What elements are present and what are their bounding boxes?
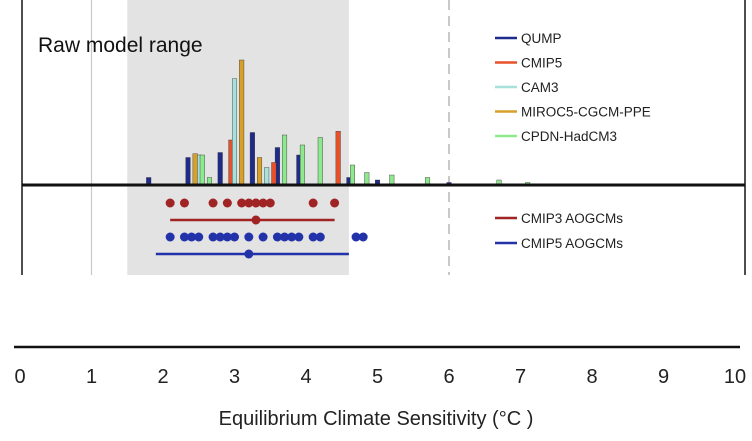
aogcm-points — [155, 198, 368, 259]
histogram-bar-cpdn-hadcm3 — [349, 164, 355, 186]
point-cmip5-aogcms — [287, 232, 297, 242]
point-cmip5-aogcms — [308, 232, 318, 242]
point-cmip5-aogcms — [222, 232, 232, 242]
legend: QUMP CMIP5 CAM3 MIROC5-CGCM-PPE CPDN-HadCM3 C… — [495, 31, 651, 251]
point-cmip3-aogcms — [258, 198, 268, 208]
x-tick-label: 4 — [300, 366, 311, 388]
histogram-bar-cam3 — [264, 167, 270, 186]
point-cmip5-aogcms — [215, 232, 225, 242]
mean-marker-cmip5-aogcms — [244, 249, 254, 259]
point-cmip5-aogcms — [280, 232, 290, 242]
point-cmip5-aogcms — [244, 232, 254, 242]
histogram-bar-miroc5-cgcm-ppe — [239, 59, 245, 186]
mean-marker-cmip3-aogcms — [251, 215, 261, 225]
x-tick-label: 0 — [14, 366, 25, 388]
x-tick-label: 7 — [515, 366, 526, 388]
histogram-bar-cmip5 — [335, 131, 341, 186]
x-tick-label: 3 — [229, 366, 240, 388]
point-cmip5-aogcms — [315, 232, 325, 242]
point-cmip5-aogcms — [194, 232, 204, 242]
point-cmip5-aogcms — [258, 232, 268, 242]
histogram-bar-cam3 — [231, 78, 237, 186]
histogram-bar-qump — [217, 152, 223, 186]
histogram-bar-cpdn-hadcm3 — [199, 154, 205, 186]
x-axis-label: Equilibrium Climate Sensitivity (°C ) — [219, 408, 534, 430]
legend-label-cmip5: CMIP5 — [521, 56, 562, 71]
x-tick-label: 2 — [157, 366, 168, 388]
point-cmip5-aogcms — [294, 232, 304, 242]
point-cmip3-aogcms — [222, 198, 232, 208]
legend-label-cam3: CAM3 — [521, 80, 559, 95]
x-tick-label: 8 — [586, 366, 597, 388]
histogram-bar-cpdn-hadcm3 — [299, 144, 305, 186]
point-cmip3-aogcms — [237, 198, 247, 208]
point-cmip5-aogcms — [358, 232, 368, 242]
histogram-bar-qump — [249, 132, 255, 186]
point-cmip5-aogcms — [165, 232, 175, 242]
legend-label-cmip3-aogcms: CMIP3 AOGCMs — [521, 211, 623, 226]
x-tick-label: 1 — [86, 366, 97, 388]
histogram-bar-miroc5-cgcm-ppe — [257, 157, 263, 186]
legend-label-miroc5-cgcm-ppe: MIROC5-CGCM-PPE — [521, 105, 651, 120]
histogram-bar-cpdn-hadcm3 — [364, 172, 370, 186]
point-cmip3-aogcms — [308, 198, 318, 208]
x-tick-label: 5 — [372, 366, 383, 388]
x-tick-label: 9 — [658, 366, 669, 388]
x-axis: 0 1 2 3 4 5 6 7 8 9 10 — [14, 345, 746, 388]
legend-label-cmip5-aogcms: CMIP5 AOGCMs — [521, 236, 623, 251]
x-tick-label: 10 — [724, 366, 746, 388]
point-cmip3-aogcms — [165, 198, 175, 208]
histogram-bar-cpdn-hadcm3 — [317, 137, 323, 186]
point-cmip3-aogcms — [265, 198, 275, 208]
legend-label-cpdn-hadcm3: CPDN-HadCM3 — [521, 129, 617, 144]
point-cmip5-aogcms — [179, 232, 189, 242]
plot-frame — [21, 0, 746, 275]
histogram-bar-qump — [185, 157, 191, 186]
point-cmip3-aogcms — [208, 198, 218, 208]
point-cmip5-aogcms — [272, 232, 282, 242]
raw-model-range-shading — [127, 0, 349, 275]
point-cmip3-aogcms — [244, 198, 254, 208]
point-cmip5-aogcms — [208, 232, 218, 242]
x-tick-label: 6 — [443, 366, 454, 388]
raw-model-range-label: Raw model range — [38, 34, 203, 57]
background-layer — [90, 0, 450, 275]
point-cmip5-aogcms — [187, 232, 197, 242]
point-cmip3-aogcms — [251, 198, 261, 208]
histogram-bar-miroc5-cgcm-ppe — [192, 153, 198, 186]
point-cmip3-aogcms — [179, 198, 189, 208]
histogram-bar-cpdn-hadcm3 — [282, 134, 288, 186]
legend-label-qump: QUMP — [521, 31, 562, 46]
point-cmip5-aogcms — [230, 232, 239, 242]
point-cmip3-aogcms — [330, 198, 340, 208]
histogram-bar-cmip5 — [271, 162, 277, 186]
point-cmip5-aogcms — [351, 232, 361, 242]
